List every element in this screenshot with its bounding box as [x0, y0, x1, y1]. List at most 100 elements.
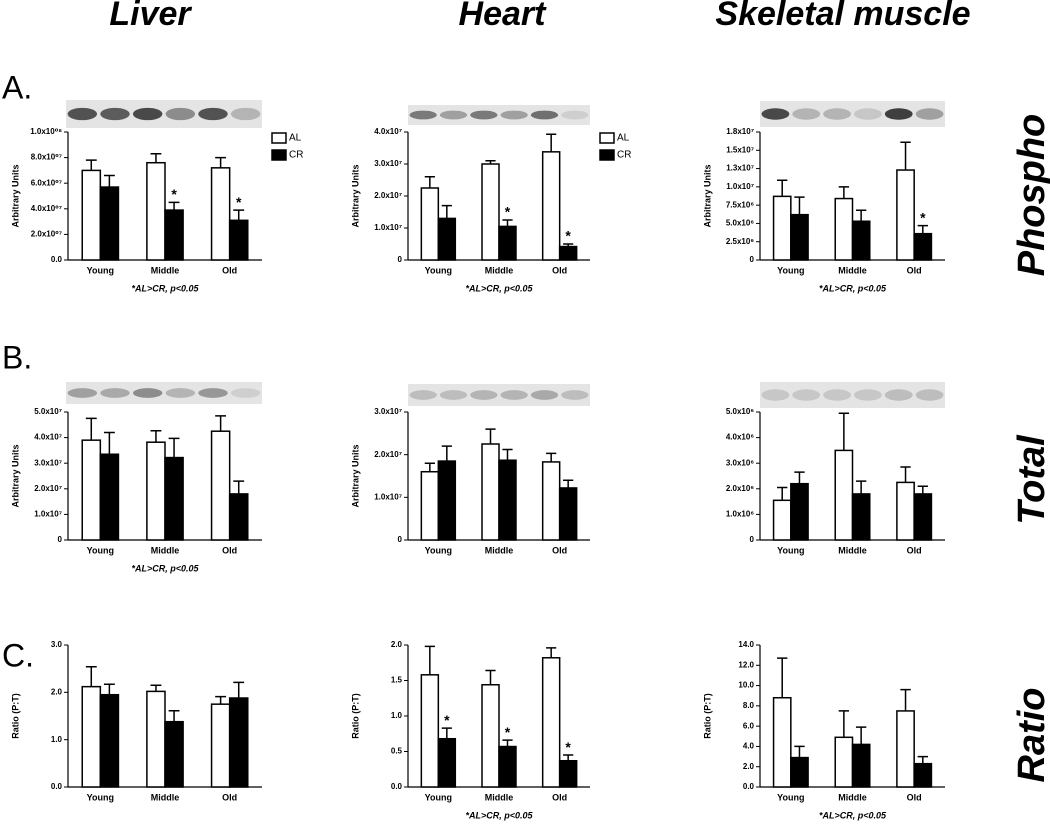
bar: [498, 745, 517, 788]
error-bar: [794, 196, 805, 215]
error-bar: [441, 445, 452, 462]
y-tick-label: 8.0: [743, 701, 755, 710]
error-bar: [855, 726, 867, 745]
x-tick-label: Middle: [151, 545, 180, 555]
y-tick-label: 2.0: [391, 640, 403, 649]
x-tick-label: Old: [552, 265, 567, 275]
error-bar: [502, 739, 513, 747]
blot-band: [561, 390, 589, 400]
bar: [851, 743, 871, 788]
footnote: *AL>CR, p<0.05: [131, 283, 199, 293]
y-tick-label: 2.0x10⁶: [726, 484, 754, 493]
significance-mark: *: [171, 186, 177, 202]
y-tick-label: 0.0: [743, 782, 755, 791]
x-tick-label: Old: [222, 265, 237, 275]
bar: [772, 696, 792, 788]
error-bar: [546, 452, 557, 462]
bar: [99, 693, 120, 788]
y-tick-label: 6.0x10⁰⁷: [31, 178, 62, 187]
bar: [834, 197, 854, 261]
error-bar: [485, 669, 496, 685]
error-bar: [546, 133, 557, 152]
blot-band: [230, 388, 261, 398]
bar: [164, 720, 184, 788]
blot-strip: [66, 382, 262, 404]
x-tick-label: Middle: [838, 545, 867, 555]
legend-label: AL: [289, 133, 302, 144]
bar: [851, 220, 871, 261]
x-tick-label: Young: [87, 792, 114, 802]
x-tick-label: Young: [777, 545, 804, 555]
error-bar: [563, 479, 574, 488]
y-axis-label: Ratio (P:T): [702, 693, 712, 739]
bar: [498, 459, 517, 541]
error-bar: [546, 647, 557, 658]
x-tick-label: Middle: [838, 792, 867, 802]
y-tick-label: 0: [398, 255, 403, 264]
x-tick-label: Young: [777, 265, 804, 275]
blot-band: [854, 108, 882, 120]
y-tick-label: 2.0x10⁷: [34, 484, 62, 493]
bar: [420, 187, 440, 261]
bar: [81, 439, 102, 541]
bar: [437, 737, 457, 788]
error-bar: [85, 417, 97, 441]
y-tick-label: 5.0x10⁷: [34, 407, 62, 416]
bar: [558, 759, 578, 788]
row-title: Ratio: [1011, 688, 1050, 783]
error-bar: [855, 480, 867, 494]
error-bar: [233, 681, 245, 699]
error-bar: [777, 657, 788, 698]
bar: [790, 756, 809, 788]
y-tick-label: 1.0x10⁰⁸: [30, 127, 62, 136]
y-tick-label: 2.5x10⁶: [726, 237, 754, 246]
blot-band: [915, 108, 944, 120]
bar: [558, 487, 578, 541]
significance-mark: *: [920, 209, 926, 225]
significance-mark: *: [505, 724, 511, 740]
y-tick-label: 6.0: [743, 721, 755, 730]
error-bar: [150, 153, 162, 163]
y-tick-label: 1.0x10⁷: [374, 223, 402, 232]
error-bar: [233, 480, 245, 494]
footnote: *AL>CR, p<0.05: [131, 563, 199, 573]
bar: [164, 209, 184, 261]
bar: [541, 461, 561, 541]
y-tick-label: 3.0x10⁶: [726, 458, 754, 467]
x-tick-label: Middle: [485, 265, 514, 275]
bar: [420, 674, 440, 788]
footnote: *AL>CR, p<0.05: [819, 810, 887, 820]
footnote: *AL>CR, p<0.05: [465, 810, 533, 820]
y-tick-label: 1.5: [391, 676, 403, 685]
x-tick-label: Young: [87, 265, 114, 275]
bar: [210, 167, 231, 261]
bar: [437, 460, 457, 541]
bar: [210, 703, 231, 788]
error-bar: [85, 159, 97, 171]
blot-band: [823, 389, 851, 401]
y-axis-label: Ratio (P:T): [10, 693, 20, 739]
legend-label: CR: [617, 150, 631, 161]
blot-band: [884, 389, 913, 401]
bar: [437, 217, 457, 261]
blot-band: [500, 390, 528, 400]
footnote: *AL>CR, p<0.05: [819, 283, 887, 293]
bar: [481, 684, 500, 788]
bar: [896, 481, 915, 541]
y-tick-label: 0: [398, 535, 403, 544]
x-tick-label: Old: [552, 792, 567, 802]
error-bar: [150, 429, 162, 443]
legend-label: CR: [289, 150, 303, 161]
bar: [913, 232, 933, 261]
error-bar: [794, 471, 805, 484]
x-tick-label: Young: [425, 545, 452, 555]
error-bar: [777, 486, 788, 501]
blot-band: [165, 107, 196, 121]
column-title: Heart: [459, 0, 548, 33]
blot-strip: [760, 382, 945, 408]
blot-band: [761, 108, 790, 120]
bar: [541, 657, 561, 788]
bar: [790, 482, 809, 541]
